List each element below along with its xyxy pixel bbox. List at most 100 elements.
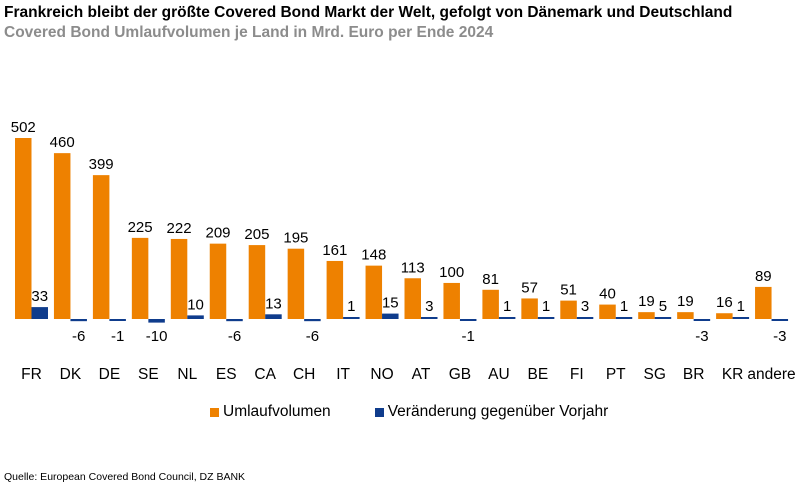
legend-item-veraenderung: Veränderung gegenüber Vorjahr	[374, 403, 608, 421]
category-label-CH: CH	[293, 366, 315, 383]
label-umlaufvolumen-SE: 225	[128, 219, 153, 236]
category-label-GB: GB	[449, 366, 471, 383]
category-label-IT: IT	[336, 366, 350, 383]
chart-title: Frankreich bleibt der größte Covered Bon…	[4, 4, 733, 21]
label-veraenderung-BR: -3	[695, 328, 708, 345]
label-umlaufvolumen-NL: 222	[167, 220, 192, 237]
label-umlaufvolumen-CA: 205	[244, 226, 269, 243]
label-veraenderung-SG: 5	[659, 298, 667, 315]
bar-umlaufvolumen-NL	[170, 238, 188, 319]
label-umlaufvolumen-DK: 460	[50, 134, 75, 151]
category-label-SG: SG	[643, 366, 665, 383]
bar-umlaufvolumen-CH	[287, 248, 305, 319]
bar-veraenderung-FR	[31, 307, 48, 319]
source-note: Quelle: European Covered Bond Council, D…	[4, 471, 246, 483]
bar-veraenderung-andere	[771, 319, 789, 321]
category-label-NO: NO	[370, 366, 393, 383]
label-veraenderung-ES: -6	[228, 328, 241, 345]
legend-item-umlaufvolumen: Umlaufvolumen	[210, 403, 331, 421]
category-label-AT: AT	[412, 366, 431, 383]
bar-veraenderung-CA	[265, 314, 282, 319]
label-veraenderung-CH: -6	[306, 328, 319, 345]
bar-umlaufvolumen-ES	[209, 243, 227, 319]
label-veraenderung-KR: 1	[737, 298, 745, 315]
label-veraenderung-NL: 10	[187, 296, 204, 313]
bar-umlaufvolumen-DE	[92, 175, 110, 319]
bar-umlaufvolumen-BR	[677, 312, 694, 319]
bar-umlaufvolumen-KR	[716, 313, 733, 319]
label-umlaufvolumen-IT: 161	[322, 242, 347, 259]
label-umlaufvolumen-CH: 195	[283, 230, 308, 247]
bar-veraenderung-DK	[70, 319, 87, 322]
bar-umlaufvolumen-FI	[560, 300, 577, 319]
category-label-PT: PT	[606, 366, 626, 383]
bar-umlaufvolumen-CA	[248, 245, 266, 319]
category-label-CA: CA	[254, 366, 276, 383]
legend-swatch-umlaufvolumen	[210, 407, 219, 417]
bar-veraenderung-KR	[732, 317, 750, 319]
chart-subtitle: Covered Bond Umlaufvolumen je Land in Mr…	[4, 24, 494, 41]
bar-umlaufvolumen-SG	[638, 312, 655, 319]
label-umlaufvolumen-FR: 502	[11, 119, 36, 136]
category-label-DK: DK	[60, 366, 82, 383]
bar-umlaufvolumen-NO	[365, 265, 383, 319]
label-veraenderung-NO: 15	[382, 295, 399, 312]
label-umlaufvolumen-ES: 209	[205, 225, 230, 242]
bar-veraenderung-CH	[304, 319, 321, 322]
bar-umlaufvolumen-andere	[755, 286, 772, 319]
bar-umlaufvolumen-AT	[404, 278, 421, 319]
category-label-BE: BE	[528, 366, 549, 383]
bar-veraenderung-BR	[693, 319, 711, 321]
label-veraenderung-andere: -3	[773, 328, 786, 345]
bar-veraenderung-PT	[615, 317, 633, 319]
bar-veraenderung-NL	[187, 315, 204, 319]
label-umlaufvolumen-BE: 57	[521, 279, 538, 296]
bar-veraenderung-ES	[226, 319, 243, 322]
label-umlaufvolumen-AU: 81	[482, 271, 499, 288]
category-label-ES: ES	[216, 366, 237, 383]
category-label-BR: BR	[683, 366, 705, 383]
legend-label-umlaufvolumen: Umlaufvolumen	[223, 403, 331, 420]
label-veraenderung-CA: 13	[265, 295, 282, 312]
label-umlaufvolumen-KR: 16	[716, 294, 733, 311]
bar-veraenderung-BE	[537, 317, 555, 319]
category-label-andere: andere	[747, 366, 795, 383]
bar-umlaufvolumen-GB	[443, 282, 460, 319]
label-veraenderung-SE: -10	[146, 328, 168, 345]
bar-veraenderung-AT	[421, 317, 438, 319]
label-veraenderung-FR: 33	[31, 288, 48, 305]
bar-veraenderung-FI	[576, 317, 594, 319]
label-veraenderung-AT: 3	[425, 298, 433, 315]
label-veraenderung-BE: 1	[542, 298, 550, 315]
bar-umlaufvolumen-DK	[53, 153, 71, 319]
label-veraenderung-PT: 1	[620, 298, 628, 315]
category-label-FR: FR	[21, 366, 42, 383]
bar-veraenderung-AU	[498, 317, 516, 319]
label-umlaufvolumen-GB: 100	[439, 264, 464, 281]
label-umlaufvolumen-SG: 19	[638, 293, 655, 310]
legend: Umlaufvolumen Veränderung gegenüber Vorj…	[210, 403, 608, 421]
label-veraenderung-AU: 1	[503, 298, 511, 315]
bar-chart: 50233FR460-6DK399-1DE225-10SE22210NL209-…	[11, 119, 796, 383]
bar-veraenderung-SG	[654, 317, 672, 319]
category-label-NL: NL	[177, 366, 197, 383]
label-umlaufvolumen-NO: 148	[361, 247, 386, 264]
label-umlaufvolumen-AT: 113	[401, 259, 425, 276]
bar-veraenderung-NO	[382, 313, 399, 319]
label-veraenderung-GB: -1	[462, 328, 475, 345]
category-label-FI: FI	[570, 366, 584, 383]
bar-veraenderung-IT	[343, 317, 360, 319]
category-label-SE: SE	[138, 366, 159, 383]
label-umlaufvolumen-PT: 40	[599, 286, 616, 303]
bar-veraenderung-DE	[109, 319, 126, 321]
bar-umlaufvolumen-BE	[521, 298, 538, 319]
category-label-AU: AU	[488, 366, 510, 383]
label-umlaufvolumen-BR: 19	[677, 293, 694, 310]
bar-umlaufvolumen-IT	[326, 260, 344, 319]
bar-veraenderung-SE	[148, 319, 165, 323]
bar-umlaufvolumen-PT	[599, 304, 616, 319]
bar-umlaufvolumen-SE	[131, 237, 149, 319]
label-veraenderung-DE: -1	[111, 328, 124, 345]
label-veraenderung-IT: 1	[347, 298, 355, 315]
legend-swatch-veraenderung	[374, 407, 384, 417]
